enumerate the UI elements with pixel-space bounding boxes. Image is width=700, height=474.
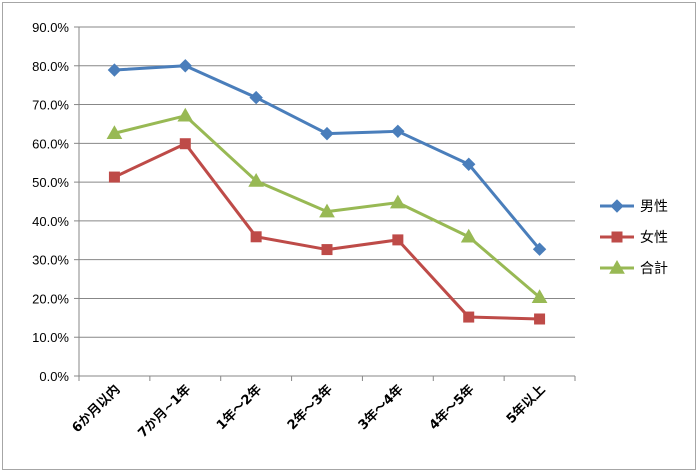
series-line [114, 64, 541, 251]
data-point [320, 126, 334, 141]
legend-marker [610, 199, 624, 213]
y-tick-label: 40.0% [32, 214, 69, 229]
y-tick-label: 20.0% [32, 291, 69, 306]
data-point [179, 138, 191, 150]
data-point [462, 157, 476, 171]
data-point [107, 63, 122, 77]
data-point [321, 244, 333, 256]
data-point [460, 228, 477, 243]
y-tick-label: 90.0% [32, 20, 69, 35]
y-tick-label: 80.0% [32, 59, 69, 74]
y-tick-label: 60.0% [32, 136, 69, 151]
x-tick-label: 1年～2年 [213, 382, 265, 434]
legend-label: 女性 [640, 229, 668, 246]
data-point [389, 194, 406, 209]
data-point [392, 234, 404, 246]
legend-entry: 男性 [600, 199, 668, 215]
data-point [463, 311, 475, 323]
y-tick-label: 50.0% [32, 175, 69, 190]
data-point [108, 171, 120, 183]
x-tick-label: 2年～3年 [284, 382, 336, 434]
data-point [532, 242, 547, 256]
series-line [113, 142, 540, 321]
legend-entry: 合計 [600, 259, 668, 277]
x-tick-label: 4年～5年 [426, 382, 478, 434]
data-point [534, 313, 546, 325]
series-3 [106, 107, 548, 304]
x-tick-label: 3年～4年 [355, 382, 407, 434]
x-tick-label: 7か月~1年 [135, 382, 194, 441]
series-2 [108, 138, 546, 325]
y-tick-labels: 0.0% 10.0% 20.0% 30.0% 40.0% 50.0% 60.0% 70.0% 8… [32, 20, 69, 384]
y-tick-label: 10.0% [32, 330, 69, 345]
y-tick-label: 0.0% [39, 369, 69, 384]
chart-frame [2, 2, 696, 470]
data-point [531, 289, 548, 304]
data-point [106, 125, 123, 140]
x-tick-labels: 6か月以内 7か月~1年 1年～2年 2年～3年 3年～4年 4年～5年 5年以上 [69, 382, 549, 441]
data-point [250, 231, 262, 243]
series-1 [107, 59, 547, 256]
y-tick-label: 70.0% [32, 98, 69, 113]
data-point [248, 172, 265, 187]
legend-label: 男性 [640, 199, 668, 215]
x-tick-label: 6か月以内 [69, 382, 123, 436]
legend-entry: 女性 [600, 229, 668, 246]
legend-label: 合計 [640, 261, 668, 277]
data-point [391, 124, 405, 139]
legend-marker [611, 231, 623, 243]
data-point [178, 59, 192, 73]
legend-marker [609, 259, 625, 274]
x-tick-label: 5年以上 [503, 382, 548, 427]
data-point [319, 203, 335, 218]
series-group [106, 59, 548, 325]
axes [74, 26, 576, 381]
y-tick-label: 30.0% [32, 253, 69, 268]
data-point [249, 90, 263, 105]
gridlines [79, 26, 575, 338]
data-point [177, 107, 194, 122]
